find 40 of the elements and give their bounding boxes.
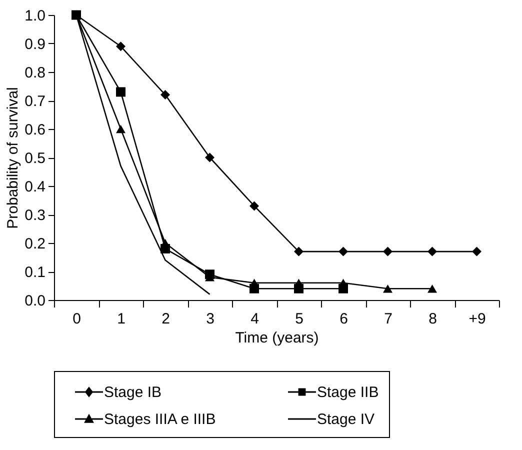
- point: [116, 124, 126, 134]
- x-tick-label: +9: [468, 310, 486, 328]
- point: [428, 284, 437, 293]
- y-tick-label: 1.0: [24, 8, 46, 24]
- y-tick-label: 0.7: [24, 93, 46, 110]
- point: [116, 42, 126, 52]
- y-tick-label: 0.8: [24, 64, 46, 82]
- y-tick-label: 0.3: [24, 207, 46, 224]
- legend-label: Stage IB: [104, 384, 162, 401]
- x-tick-label: 1: [117, 310, 126, 328]
- point: [472, 246, 482, 256]
- y-tick-label: 0.4: [24, 178, 46, 196]
- y-tick-label: 0.2: [24, 236, 46, 252]
- point: [338, 246, 348, 256]
- y-tick-label: 0.1: [24, 264, 46, 281]
- y-tick-label: 0.0: [24, 292, 46, 310]
- x-axis-title: Time (years): [235, 330, 319, 346]
- point: [383, 246, 392, 256]
- y-tick-label: 0.9: [24, 36, 46, 53]
- x-tick-label: 2: [162, 310, 170, 328]
- point: [250, 201, 259, 211]
- legend-label: Stage IIB: [317, 384, 379, 401]
- legend-label: Stages IIIA e IIIB: [104, 411, 216, 428]
- x-tick-label: 5: [295, 310, 304, 328]
- x-tick-label: 0: [72, 310, 81, 328]
- point: [383, 284, 392, 293]
- y-tick-label: 0.6: [24, 122, 46, 138]
- legend-label: Stage IV: [317, 411, 375, 428]
- x-tick-label: 4: [250, 310, 259, 328]
- x-tick-label: 6: [340, 310, 348, 328]
- x-tick-label: 3: [206, 310, 214, 328]
- y-tick-label: 0.5: [24, 150, 46, 167]
- x-tick-label: 8: [428, 310, 437, 328]
- point: [160, 90, 170, 100]
- point: [116, 87, 126, 97]
- point: [205, 152, 214, 162]
- point: [428, 246, 437, 256]
- x-tick-label: 7: [384, 310, 392, 328]
- y-axis-title: Probability of survival: [4, 87, 22, 229]
- point: [294, 246, 304, 256]
